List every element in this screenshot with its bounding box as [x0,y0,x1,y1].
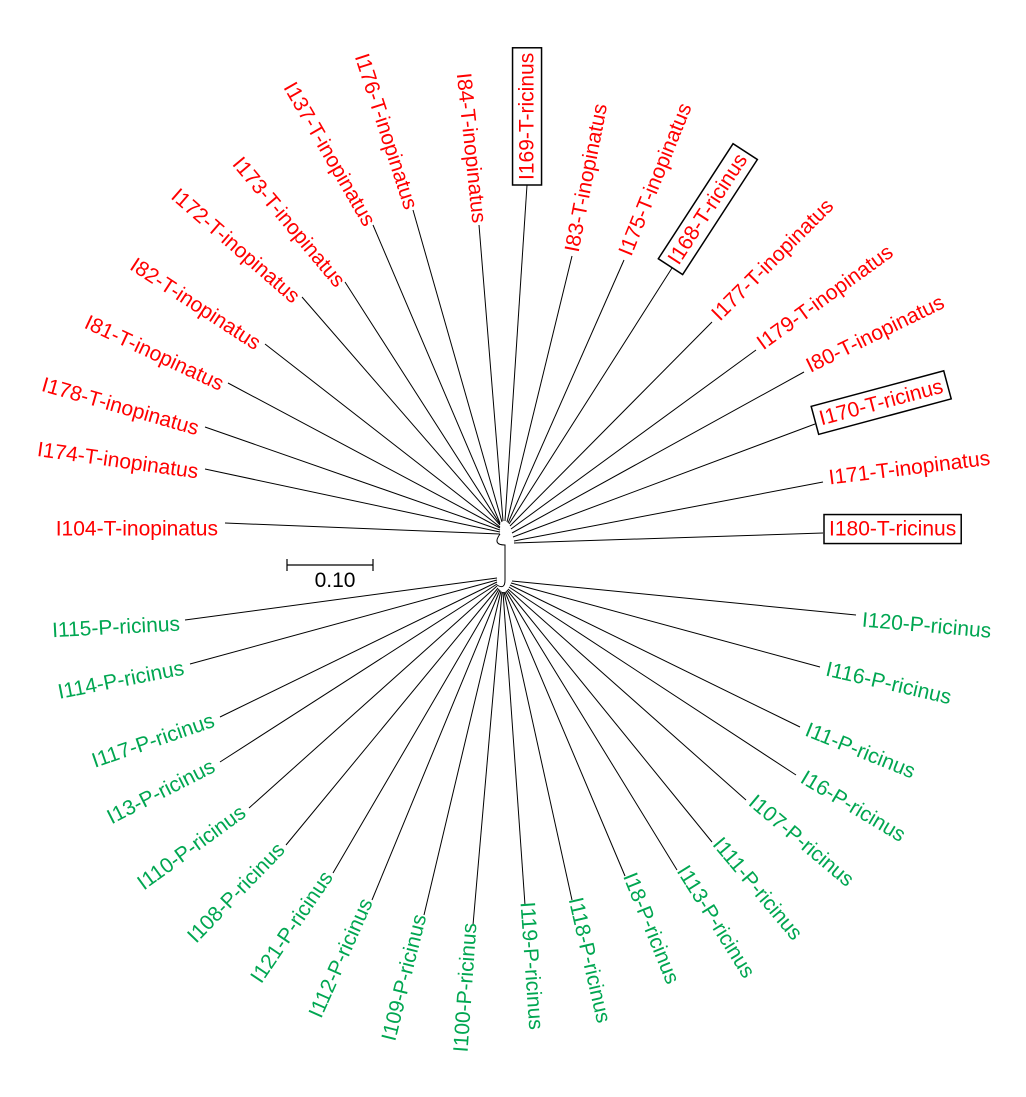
branch [227,382,501,529]
leaf-label: I180-T-ricinus [829,518,956,541]
highlight-box [823,513,962,545]
branch [508,586,797,776]
highlight-box [511,47,543,186]
scale-bar: 0.10 [286,559,374,592]
tree-branches [184,184,857,926]
leaf-label: I13-P-ricinus [103,755,218,829]
branch [219,581,498,718]
branch [248,585,498,809]
branch [503,591,573,901]
branch [301,296,501,526]
branch [513,532,824,544]
branch [478,224,504,522]
branch [513,481,824,542]
branch [506,255,573,523]
leaf-label: I171-T-inopinatus [827,447,991,490]
leaf-label: I178-T-inopinatus [39,373,201,440]
leaf-label: I18-P-ricinus [618,869,683,987]
leaf-label: I115-P-ricinus [52,613,181,643]
leaf-label: I100-P-ricinus [450,922,482,1053]
leaf-label: I116-P-ricinus [824,658,954,709]
branch [509,321,713,527]
root-branch [496,533,506,588]
branch [509,584,801,728]
leaf-label: I119-P-ricinus [515,901,547,1030]
leaf-label: I104-T-inopinatus [56,518,218,541]
branch [372,224,501,524]
branch [507,588,747,801]
branch [332,588,500,874]
leaf-label: I169-T-ricinus [516,53,539,180]
leaf-label: I118-P-ricinus [564,895,615,1025]
branch [285,587,499,846]
leaf-label: I84-T-inopinatus [452,72,491,224]
branch [508,267,673,525]
branch [224,522,501,535]
branch [184,577,498,621]
branch [505,590,678,871]
branch [511,371,805,534]
branch [204,426,501,531]
branch [511,580,857,616]
leaf-label: I168-T-ricinus [664,150,753,269]
highlight-box [657,142,759,276]
leaf-label: I83-T-inopinatus [561,102,612,254]
leaf-label: I170-T-ricinus [817,375,946,430]
branch [506,589,713,843]
branch [189,579,498,665]
branch [219,583,498,763]
branch [264,343,501,528]
branch [504,184,528,522]
leaf-label: I109-P-ricinus [378,912,432,1043]
branch [412,209,503,523]
scale-bar-label: 0.10 [315,569,356,592]
branch [504,591,626,877]
branch [423,590,502,916]
branch [507,259,625,524]
leaf-label: I120-P-ricinus [861,609,992,643]
highlight-box [810,369,953,436]
leaf-label: I114-P-ricinus [56,657,186,704]
branch [510,582,821,668]
leaf-labels: I104-T-inopinatus I174-T-inopinatusI178-T… [36,47,992,1053]
branch [512,423,816,538]
leaf-label: I16-P-ricinus [797,766,910,846]
leaf-label: I174-T-inopinatus [36,438,200,483]
branch [344,281,501,525]
branch [472,591,503,926]
branch [204,468,501,533]
leaf-label: I112-P-ricinus [305,895,378,1021]
branch [510,349,757,530]
branch [502,591,526,906]
branch [371,589,501,901]
